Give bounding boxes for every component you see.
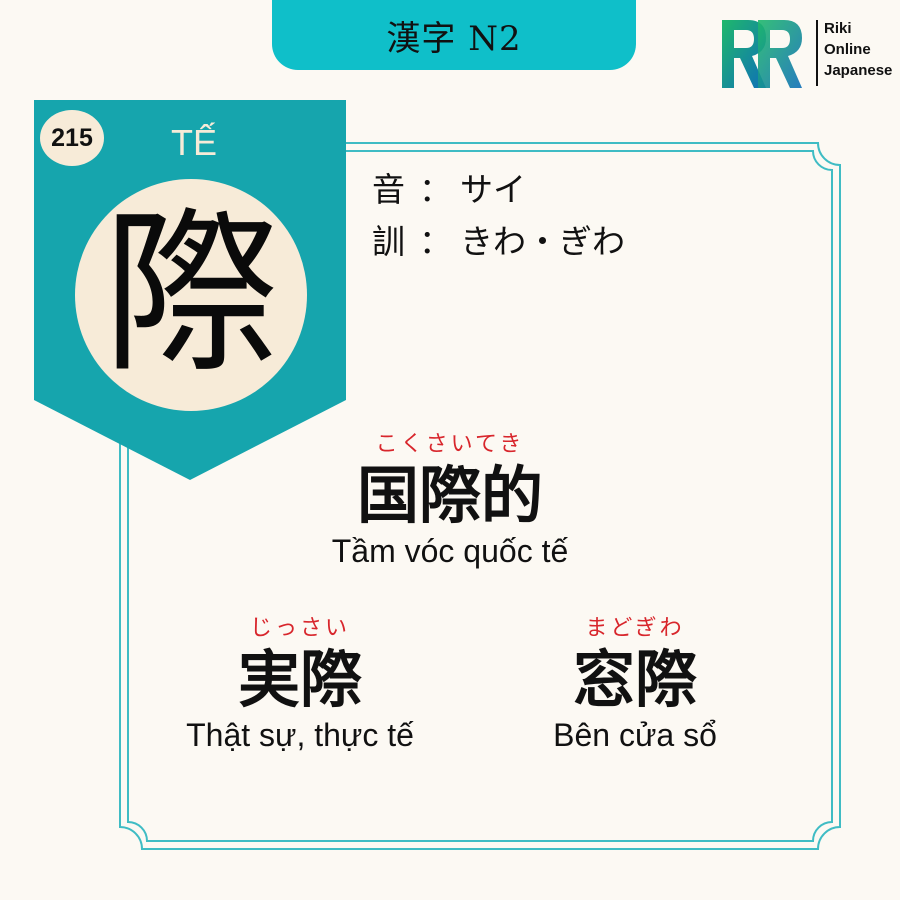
vocab-item: こくさいてき 国際的 Tầm vóc quốc tế [300,430,600,570]
vocab-furigana: こくさいてき [375,432,525,457]
kun-reading-label: 訓 [372,222,405,261]
logo-divider [816,20,818,86]
vocab-item: じっさい 実際 Thật sự, thực tế [140,614,460,754]
kun-reading-separator: ： [419,222,452,261]
kun-reading-row: 訓 ：きわ・ぎわ [372,216,625,268]
on-reading-label: 音 [372,170,405,209]
vocab-word: 窓際 [572,643,697,716]
logo-line-1: Riki [824,20,852,37]
on-reading-row: 音 ：サイ [372,164,625,216]
vocab-meaning: Bên cửa sổ [553,717,717,753]
on-reading-value: サイ [460,170,526,209]
kanji-banner: 215 TẾ 際 [34,100,346,480]
riki-logo: Riki Online Japanese [718,12,900,92]
vocab-furigana: じっさい [249,616,350,641]
vocab-word: 国際的 [356,459,543,532]
vocab-word: 実際 [237,643,362,716]
kun-reading-value: きわ・ぎわ [460,222,625,261]
kanji-number-badge: 215 [40,110,104,166]
logo-text: Riki Online Japanese [824,18,892,81]
header-tab: 漢字 N2 [272,0,636,70]
main-kanji: 際 [102,192,279,397]
vocab-meaning: Thật sự, thực tế [186,717,414,753]
sino-vietnamese-reading: TẾ [170,122,217,163]
vocab-meaning: Tầm vóc quốc tế [331,533,569,569]
kanji-circle [75,179,307,411]
riki-logo-mark-icon [722,20,802,88]
kanji-readings: 音 ：サイ 訓 ：きわ・ぎわ [372,164,625,268]
logo-line-3: Japanese [824,62,893,79]
on-reading-separator: ： [419,170,452,209]
page-title: 漢字 N2 [386,18,522,59]
vocab-furigana: まどぎわ [585,616,685,641]
vocab-item: まどぎわ 窓際 Bên cửa sổ [510,614,760,754]
logo-line-2: Online [824,41,871,58]
